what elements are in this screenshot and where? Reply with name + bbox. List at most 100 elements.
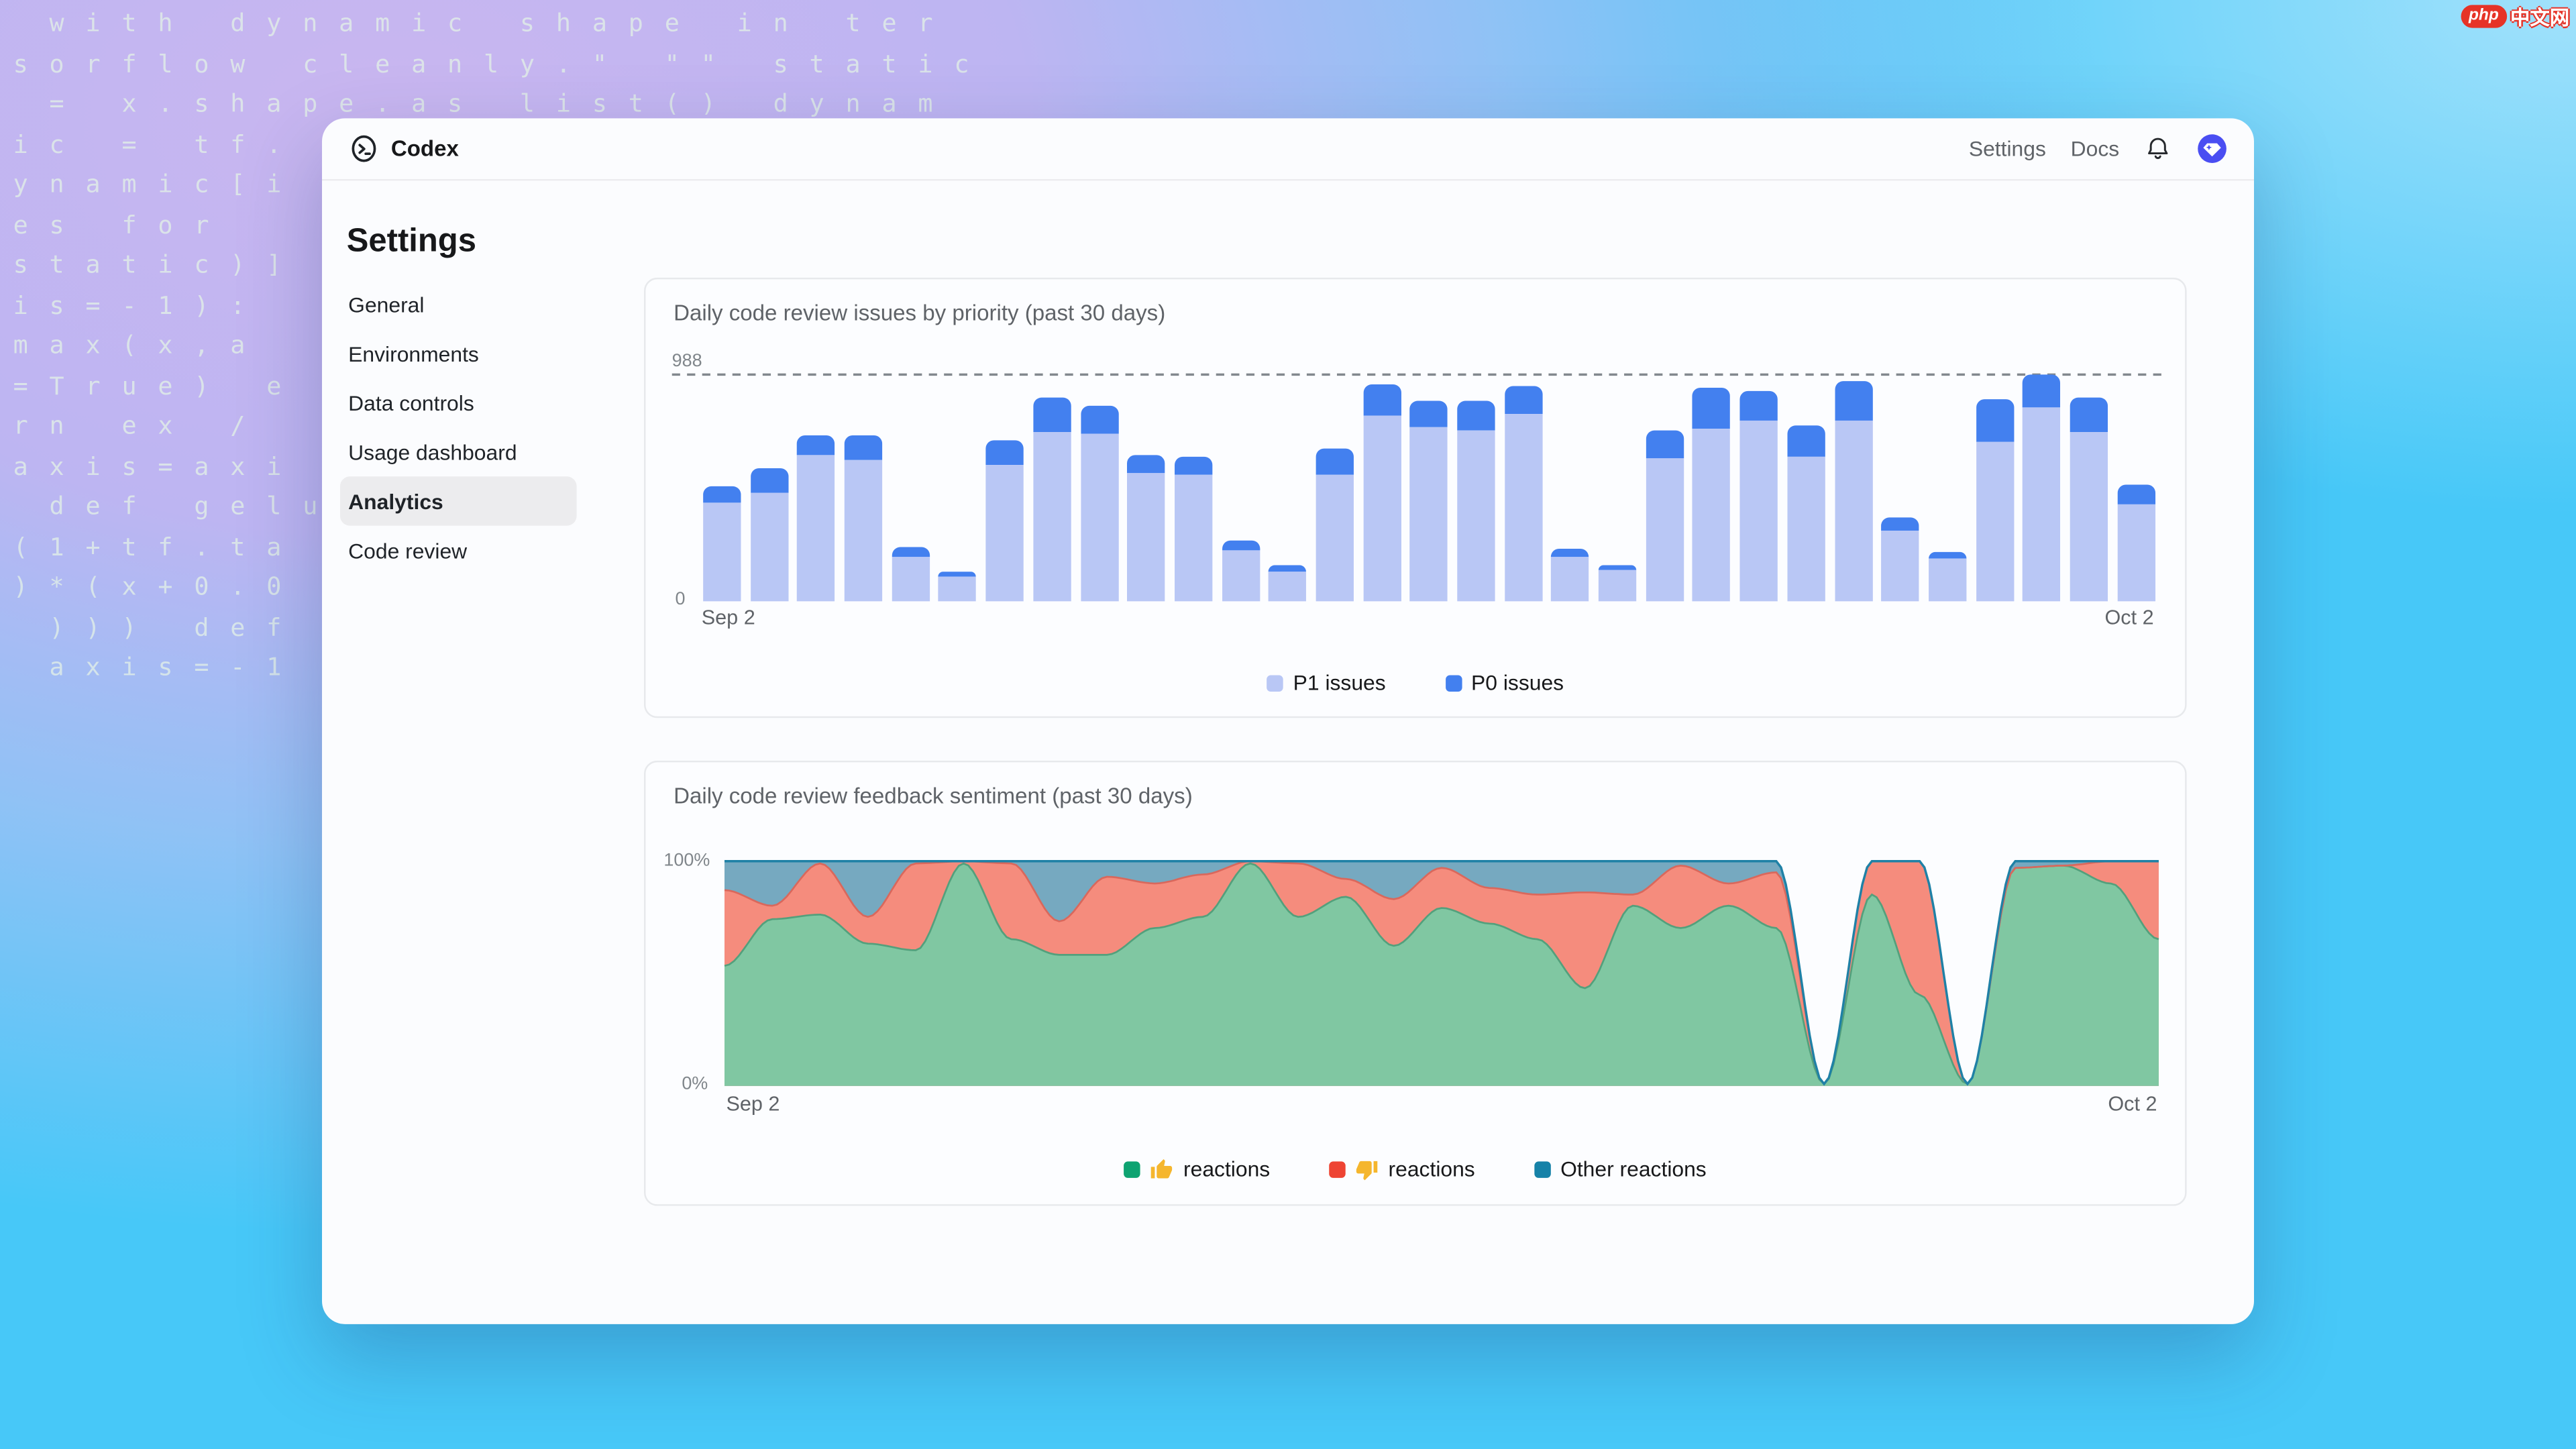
bell-icon [2144,135,2172,163]
bar-day-8 [1080,405,1118,602]
sentiment-legend: reactions reactions Other reactions [645,1157,2185,1181]
legend-swatch [1124,1161,1141,1177]
p0-segment [1551,549,1590,557]
code-line: axis=axi [13,451,303,481]
total-top-line [724,860,2159,1086]
bar-day-9 [1127,454,1165,602]
code-line: static)] [13,250,303,280]
chart-title: Daily code review feedback sentiment (pa… [674,784,1193,808]
sidebar-item-data-controls[interactable]: Data controls [348,390,474,415]
p1-segment [1834,421,1872,602]
p0-segment [1504,385,1542,415]
legend-item-other-reactions: Other reactions [1534,1157,1707,1181]
bar-day-21 [1693,388,1731,602]
code-line: (1+tf.ta [13,531,303,561]
p0-segment [1362,384,1401,416]
p1-segment [892,555,930,602]
p0-segment [1080,405,1118,433]
bar-day-6 [985,440,1024,602]
p0-segment [938,572,977,577]
legend-item-thumbs-up-reactions: reactions [1124,1157,1270,1181]
bar-day-27 [1976,399,2014,602]
p1-segment [1646,459,1684,602]
issues-legend: P1 issues P0 issues [645,670,2185,695]
chart-title: Daily code review issues by priority (pa… [674,301,1166,325]
p1-segment [1551,557,1590,602]
bar-day-3 [844,435,883,602]
p0-segment [1409,400,1448,428]
page-title: Settings [346,223,476,260]
p1-segment [1599,570,1637,602]
header-right: Settings Docs [1969,133,2228,164]
legend-swatch [1329,1161,1346,1177]
gem-icon [2196,133,2228,164]
code-line: ynamic[i [13,169,303,199]
sidebar-item-analytics[interactable]: Analytics [339,476,577,526]
x-start-label: Sep 2 [726,1092,780,1116]
legend-label: reactions [1388,1157,1475,1181]
p0-segment [1174,457,1213,475]
code-line: ))) def [13,612,303,642]
p1-segment [1032,431,1071,602]
header-link-docs[interactable]: Docs [2070,136,2120,162]
code-line: =True) e [13,370,303,400]
p0-segment [1269,565,1307,572]
area-plot-area [724,859,2159,1086]
bar-day-10 [1174,457,1213,602]
p1-segment [1316,474,1354,602]
p0-segment [1928,551,1967,558]
p0-segment [1787,425,1825,458]
y-max-label: 988 [672,352,702,372]
p0-segment [1834,380,1872,421]
bar-day-24 [1834,380,1872,602]
p1-segment [1928,557,1967,602]
p1-segment [1174,474,1213,602]
p0-segment [2023,374,2061,407]
code-line: = x.shape.as list() dynam [13,89,955,119]
p0-segment [1599,564,1637,571]
legend-item-thumbs-down-reactions: reactions [1329,1157,1475,1181]
p0-segment [892,547,930,556]
thumbs-down-icon [1356,1157,1379,1180]
p0-segment [1316,448,1354,474]
bar-day-28 [2023,374,2061,602]
bar-day-17 [1504,385,1542,602]
y-max-label: 100% [663,851,710,871]
bar-day-25 [1881,518,1919,602]
settings-sidebar: General Environments Data controls Usage… [339,279,577,575]
codex-logo-icon [348,133,380,164]
p0-segment [1739,390,1778,421]
notifications-button[interactable] [2144,135,2172,163]
bar-day-5 [938,572,977,602]
bar-day-15 [1409,400,1448,602]
p1-segment [1457,429,1495,602]
php-cn-watermark: php 中文网 [2460,3,2569,30]
sidebar-item-general[interactable]: General [348,291,425,317]
brand-name: Codex [390,136,459,162]
thumbs-up-boundary [724,862,2159,1085]
p1-segment [1409,427,1448,602]
sidebar-item-environments[interactable]: Environments [348,341,479,366]
sidebar-item-code-review[interactable]: Code review [348,538,468,563]
sidebar-item-usage-dashboard[interactable]: Usage dashboard [348,439,517,464]
code-line: ic = tf. [13,129,303,159]
settings-content: Settings General Environments Data contr… [322,180,2254,1324]
bar-day-22 [1739,390,1778,602]
header-link-settings[interactable]: Settings [1968,136,2046,162]
p1-segment [797,455,836,602]
bar-day-30 [2116,484,2155,602]
p1-segment [1787,457,1825,602]
p1-segment [2116,504,2155,602]
bar-day-16 [1457,400,1495,602]
x-end-label: Oct 2 [2108,1092,2157,1116]
account-avatar[interactable] [2196,133,2228,164]
bar-day-4 [892,547,930,602]
p1-segment [985,465,1024,602]
p0-segment [985,440,1024,466]
code-line: with dynamic shape in ter [13,8,955,38]
p1-segment [1080,433,1118,602]
thumbs-up-area [724,863,2159,1086]
max-dashed-line [672,373,2162,376]
code-line: axis=-1 [13,652,303,682]
